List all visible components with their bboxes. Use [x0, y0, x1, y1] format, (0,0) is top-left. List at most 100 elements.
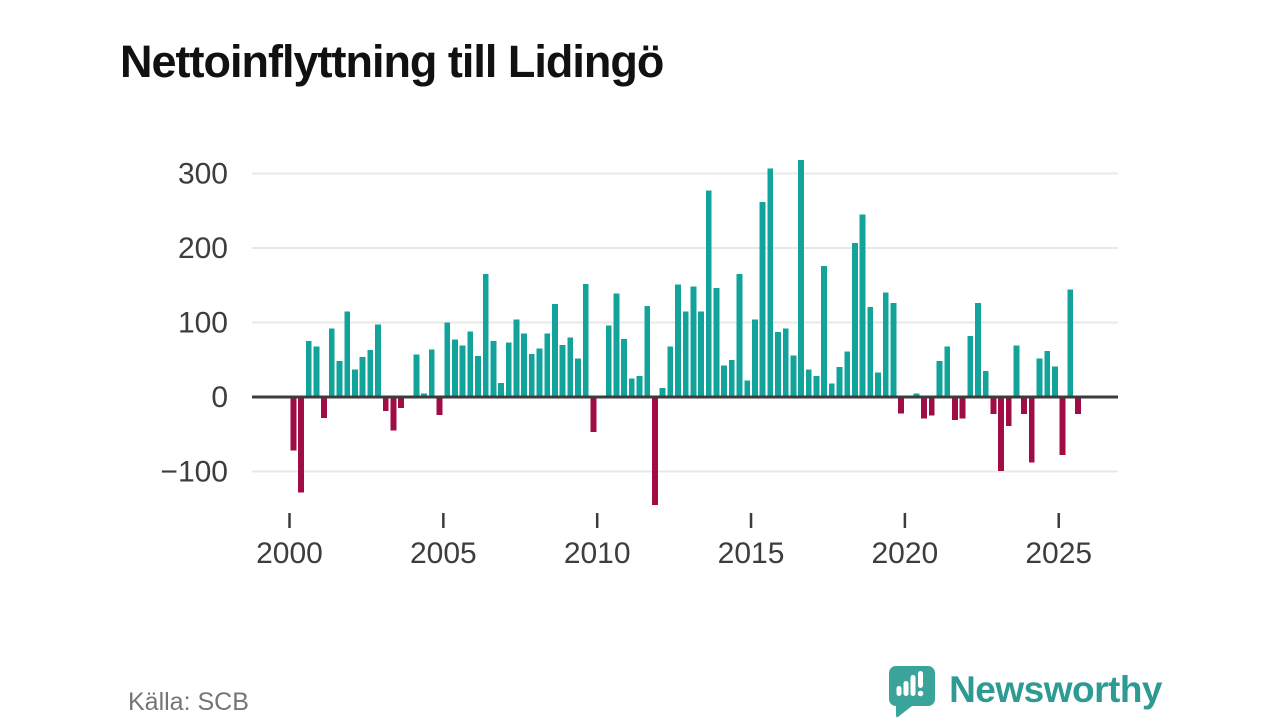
- bar-2000Q1: [290, 397, 297, 451]
- bar-2011Q1: [628, 378, 635, 398]
- bar-2002Q3: [367, 350, 374, 397]
- bar-2004Q2: [421, 393, 428, 397]
- bar-2004Q4: [436, 397, 443, 415]
- bar-2015Q2: [759, 201, 766, 397]
- bar-2023Q2: [1005, 397, 1012, 427]
- bar-2016Q2: [790, 355, 797, 397]
- bar-2007Q3: [521, 333, 528, 398]
- bar-2005Q1: [444, 322, 451, 397]
- bar-2003Q3: [398, 397, 404, 409]
- newsworthy-bubble-chart-icon: [889, 666, 936, 718]
- bar-2022Q4: [990, 397, 997, 415]
- bar-2014Q3: [736, 274, 743, 397]
- bar-2021Q4: [959, 397, 966, 419]
- bar-2008Q1: [536, 348, 543, 397]
- bar-2001Q1: [321, 397, 328, 418]
- bar-2006Q3: [490, 341, 497, 398]
- source-note: Källa: SCB: [128, 688, 249, 716]
- bar-2017Q4: [836, 367, 843, 397]
- bar-2022Q1: [967, 335, 974, 397]
- bar-2007Q4: [528, 353, 535, 397]
- bar-2025Q3: [1075, 397, 1081, 415]
- bar-2012Q4: [682, 311, 689, 397]
- bar-2019Q2: [882, 292, 889, 397]
- bar-2016Q1: [782, 328, 789, 397]
- bar-2025Q2: [1067, 289, 1074, 397]
- bar-2009Q2: [575, 358, 581, 397]
- x-tick-label: 2015: [718, 537, 785, 570]
- bar-2005Q3: [459, 345, 466, 398]
- bar-2010Q2: [605, 325, 612, 397]
- x-tick-label: 2020: [872, 537, 939, 570]
- bar-2022Q3: [982, 370, 989, 397]
- bar-2011Q3: [644, 306, 651, 397]
- bar-2023Q3: [1013, 345, 1020, 398]
- bar-2009Q3: [582, 283, 589, 397]
- bar-2024Q1: [1028, 397, 1035, 463]
- bar-2009Q1: [567, 337, 574, 397]
- bar-2009Q4: [590, 397, 597, 433]
- x-tick-label: 2010: [564, 537, 631, 570]
- bar-2023Q1: [998, 397, 1004, 471]
- bar-2003Q2: [390, 397, 397, 431]
- bar-2011Q4: [651, 397, 658, 506]
- bar-2024Q2: [1036, 358, 1043, 397]
- bar-2019Q4: [898, 397, 904, 414]
- bar-2005Q4: [467, 331, 474, 397]
- bar-2013Q3: [705, 190, 712, 397]
- bar-2019Q1: [875, 372, 881, 398]
- bar-2019Q3: [890, 303, 897, 397]
- bar-2013Q4: [713, 288, 720, 397]
- bar-2018Q3: [859, 214, 866, 397]
- bar-2000Q3: [305, 341, 312, 398]
- bar-2021Q1: [936, 361, 943, 397]
- bar-2011Q2: [636, 376, 643, 397]
- bar-2017Q3: [828, 383, 835, 397]
- newsworthy-wordmark: Newsworthy: [949, 669, 1162, 710]
- bar-2004Q3: [428, 349, 435, 397]
- bar-2021Q2: [944, 346, 951, 397]
- bar-2025Q1: [1059, 397, 1066, 456]
- bar-2018Q2: [851, 242, 858, 397]
- newsworthy-logo: Newsworthy: [885, 662, 1162, 718]
- bar-2017Q1: [813, 376, 820, 397]
- bar-2007Q2: [513, 319, 520, 397]
- bar-2020Q3: [921, 397, 928, 419]
- page-title: Nettoinflyttning till Lidingö: [120, 36, 664, 88]
- bar-2023Q4: [1021, 397, 1028, 415]
- bar-2016Q4: [805, 369, 812, 398]
- bar-2012Q3: [675, 284, 681, 397]
- y-tick-label: 200: [178, 232, 228, 265]
- bar-2008Q3: [551, 303, 558, 398]
- bar-2010Q4: [621, 338, 628, 397]
- bar-2021Q3: [951, 397, 958, 421]
- bar-2015Q4: [775, 332, 781, 397]
- bar-2013Q1: [690, 286, 697, 397]
- x-tick-label: 2005: [410, 537, 477, 570]
- x-tick-label: 2025: [1025, 537, 1092, 570]
- bar-2001Q2: [328, 328, 335, 397]
- bar-2012Q2: [667, 346, 674, 397]
- y-tick-label: 300: [178, 158, 228, 191]
- bar-2005Q2: [451, 339, 458, 397]
- bar-2020Q4: [928, 397, 935, 416]
- bar-2001Q3: [336, 361, 343, 397]
- bar-2003Q1: [382, 397, 389, 412]
- bar-2010Q3: [613, 293, 620, 397]
- bar-2024Q3: [1044, 350, 1051, 397]
- bar-2017Q2: [821, 265, 828, 397]
- bar-2014Q1: [721, 365, 728, 397]
- bar-2002Q4: [375, 324, 381, 398]
- bar-2006Q1: [475, 356, 481, 397]
- bar-2001Q4: [344, 311, 351, 397]
- bar-2012Q1: [659, 388, 666, 397]
- bar-2000Q2: [298, 397, 304, 493]
- bar-2008Q2: [544, 333, 551, 398]
- bar-2018Q1: [844, 351, 851, 398]
- bar-2015Q1: [751, 319, 758, 397]
- x-tick-label: 2000: [256, 537, 323, 570]
- bar-2016Q3: [798, 160, 804, 397]
- bar-2024Q4: [1051, 366, 1058, 397]
- bar-2007Q1: [505, 342, 512, 397]
